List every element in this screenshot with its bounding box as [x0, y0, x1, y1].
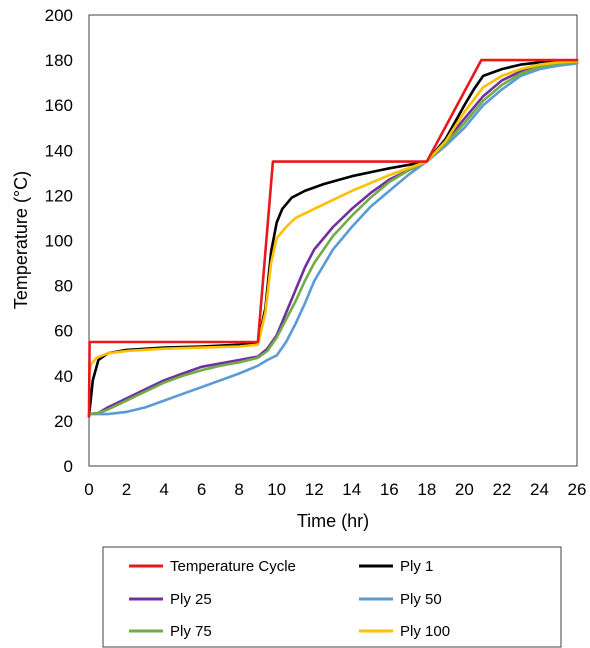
x-tick-label: 12 [305, 480, 324, 499]
x-tick-label: 24 [530, 480, 549, 499]
x-tick-label: 2 [122, 480, 131, 499]
y-tick-label: 80 [54, 277, 73, 296]
x-tick-label: 18 [417, 480, 436, 499]
y-tick-labels: 0 20 40 60 80 100 120 140 160 180 200 [45, 6, 73, 476]
x-tick-label: 20 [455, 480, 474, 499]
y-tick-label: 60 [54, 322, 73, 341]
series-lines [87, 58, 579, 418]
x-tick-label: 22 [492, 480, 511, 499]
legend-label-ply-50: Ply 50 [400, 591, 442, 608]
y-axis-title: Temperature (°C) [11, 171, 31, 309]
y-tick-label: 40 [54, 367, 73, 386]
y-tick-label: 160 [45, 96, 73, 115]
x-tick-label: 8 [234, 480, 243, 499]
legend-label-ply-25: Ply 25 [170, 591, 212, 608]
legend-label-ply-1: Ply 1 [400, 558, 433, 575]
legend-label-ply-100: Ply 100 [400, 623, 450, 640]
x-tick-label: 26 [568, 480, 587, 499]
legend: Temperature Cycle Ply 1 Ply 25 Ply 50 Ply 75… [102, 546, 562, 648]
y-tick-label: 200 [45, 6, 73, 25]
x-tick-labels: 0 2 4 6 8 10 12 14 16 18 20 22 24 26 [84, 480, 586, 499]
y-tick-label: 20 [54, 412, 73, 431]
y-tick-label: 180 [45, 51, 73, 70]
legend-box [102, 546, 562, 648]
y-tick-label: 100 [45, 232, 73, 251]
x-tick-label: 16 [380, 480, 399, 499]
y-tick-label: 120 [45, 186, 73, 205]
series-line-temperature-cycle [87, 58, 579, 418]
x-tick-label: 10 [267, 480, 286, 499]
series-line-ply-100 [87, 59, 579, 378]
x-tick-label: 0 [84, 480, 93, 499]
series-line-ply-75 [87, 61, 579, 416]
y-tick-label: 140 [45, 141, 73, 160]
series-line-ply-25 [87, 61, 579, 416]
x-axis-title: Time (hr) [297, 511, 369, 531]
legend-label-temperature-cycle: Temperature Cycle [170, 558, 296, 575]
x-tick-label: 6 [197, 480, 206, 499]
x-tick-label: 14 [342, 480, 361, 499]
legend-label-ply-75: Ply 75 [170, 623, 212, 640]
y-tick-label: 0 [64, 457, 73, 476]
x-tick-label: 4 [159, 480, 168, 499]
series-line-ply-50 [87, 62, 579, 416]
